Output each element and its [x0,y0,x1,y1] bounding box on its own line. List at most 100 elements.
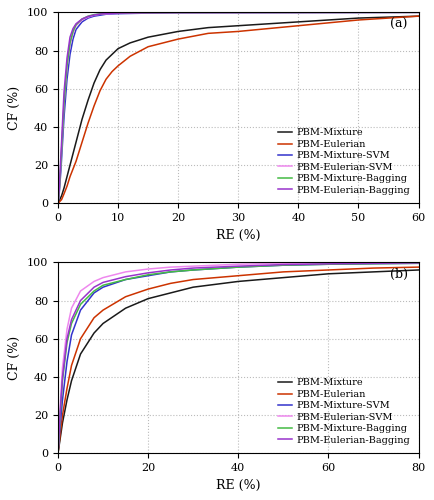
PBM-Mixture-Bagging [416,260,421,266]
PBM-Eulerian-Bagging [98,11,103,17]
PBM-Eulerian-Bagging [371,260,376,266]
PBM-Eulerian [191,276,196,282]
Line: PBM-Mixture-Bagging: PBM-Mixture-Bagging [58,264,418,454]
PBM-Eulerian-Bagging [191,265,196,271]
PBM-Eulerian-SVM [70,30,76,36]
PBM-Mixture-SVM [92,13,97,19]
PBM-Eulerian-SVM [56,189,62,195]
PBM-Mixture-Bagging [236,264,241,270]
PBM-Eulerian-SVM [60,364,65,370]
PBM-Eulerian-Bagging [326,261,331,267]
PBM-Eulerian-Bagging [416,260,421,266]
PBM-Mixture [416,13,421,19]
PBM-Mixture-Bagging [191,267,196,273]
PBM-Eulerian [60,412,65,418]
PBM-Eulerian-Bagging [78,298,83,304]
Line: PBM-Eulerian-Bagging: PBM-Eulerian-Bagging [58,12,418,203]
PBM-Mixture-Bagging [69,320,74,326]
PBM-Mixture [73,140,79,145]
PBM-Mixture-SVM [115,10,121,16]
PBM-Eulerian-Bagging [64,336,69,342]
PBM-Eulerian-Bagging [56,187,62,193]
PBM-Eulerian [123,294,128,300]
PBM-Mixture [56,200,61,206]
PBM-Eulerian [145,286,151,292]
PBM-Eulerian-Bagging [61,90,66,96]
PBM-Eulerian [168,280,173,286]
PBM-Mixture-Bagging [98,11,103,17]
PBM-Eulerian-Bagging [416,10,421,16]
PBM-Mixture-SVM [70,36,76,42]
PBM-Eulerian-SVM [100,274,105,280]
PBM-Mixture-SVM [78,307,83,313]
PBM-Eulerian [326,267,331,273]
PBM-Mixture-Bagging [78,302,83,308]
PBM-Mixture-SVM [100,284,105,290]
PBM-Eulerian [236,28,241,34]
PBM-Eulerian-Bagging [103,10,108,16]
Legend: PBM-Mixture, PBM-Eulerian, PBM-Mixture-SVM, PBM-Eulerian-SVM, PBM-Mixture-Baggin: PBM-Mixture, PBM-Eulerian, PBM-Mixture-S… [274,124,414,198]
Line: PBM-Eulerian-SVM: PBM-Eulerian-SVM [58,262,418,454]
Text: (a): (a) [390,18,408,31]
PBM-Eulerian-Bagging [56,200,61,206]
PBM-Eulerian-SVM [59,158,64,164]
PBM-Mixture-Bagging [67,40,72,46]
PBM-Mixture [168,290,173,296]
PBM-Eulerian [416,13,421,19]
PBM-Eulerian [67,174,72,180]
PBM-Eulerian-Bagging [60,374,65,380]
PBM-Mixture [115,46,121,52]
PBM-Mixture [69,378,74,384]
PBM-Eulerian [236,272,241,278]
PBM-Mixture [92,330,97,336]
PBM-Eulerian-Bagging [281,262,286,268]
PBM-Eulerian-Bagging [56,450,61,456]
PBM-Mixture-SVM [191,267,196,273]
PBM-Mixture-SVM [85,15,91,21]
PBM-Mixture [356,15,361,21]
PBM-Mixture [98,66,103,72]
PBM-Eulerian-Bagging [176,10,181,16]
PBM-Mixture [416,267,421,273]
PBM-Eulerian-SVM [73,22,79,28]
PBM-Mixture-SVM [123,276,128,282]
PBM-Mixture-Bagging [61,101,66,107]
PBM-Mixture-Bagging [56,450,61,456]
PBM-Mixture-SVM [73,26,79,32]
PBM-Eulerian-Bagging [92,284,97,290]
PBM-Eulerian [206,30,211,36]
PBM-Mixture-SVM [79,19,85,25]
PBM-Mixture-Bagging [115,10,121,16]
PBM-Eulerian-SVM [61,101,66,107]
PBM-Eulerian-SVM [64,326,69,332]
PBM-Eulerian-Bagging [79,16,85,22]
PBM-Mixture [56,450,61,456]
PBM-Eulerian [145,44,151,50]
PBM-Mixture-SVM [69,332,74,338]
PBM-Mixture-Bagging [145,272,151,278]
PBM-Eulerian-SVM [58,402,63,408]
PBM-Mixture [145,34,151,40]
Y-axis label: CF (%): CF (%) [8,336,21,380]
PBM-Mixture-SVM [61,114,66,120]
PBM-Eulerian-Bagging [92,12,97,18]
PBM-Mixture-SVM [145,10,151,16]
PBM-Eulerian [73,158,79,164]
PBM-Eulerian [64,183,69,189]
PBM-Eulerian-Bagging [115,10,121,16]
PBM-Mixture-Bagging [145,10,151,16]
PBM-Mixture-SVM [98,12,103,18]
PBM-Mixture-Bagging [58,412,63,418]
PBM-Eulerian [109,68,115,74]
PBM-Eulerian [85,120,91,126]
PBM-Eulerian-SVM [326,260,331,266]
PBM-Eulerian-Bagging [67,34,72,40]
PBM-Eulerian [371,265,376,271]
PBM-Eulerian [59,196,64,202]
PBM-Eulerian [61,191,66,197]
PBM-Mixture-SVM [176,10,181,16]
PBM-Eulerian-SVM [123,269,128,275]
PBM-Mixture-SVM [103,11,108,17]
PBM-Mixture [79,116,85,122]
PBM-Eulerian [281,269,286,275]
